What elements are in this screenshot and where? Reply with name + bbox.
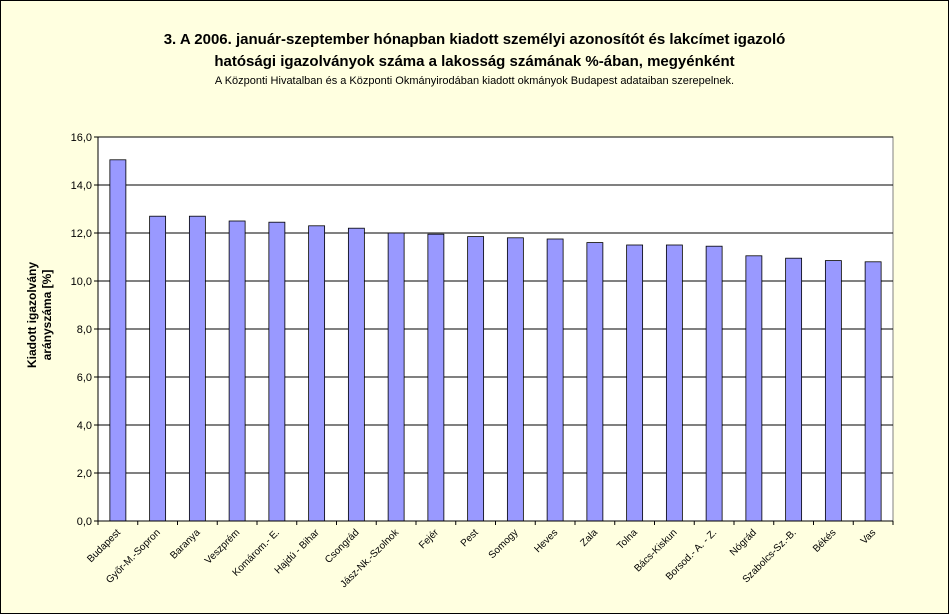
x-tick-label: Budapest xyxy=(85,527,123,565)
x-tick-label: Pest xyxy=(459,527,481,549)
x-tick-label: Somogy xyxy=(487,527,521,561)
bar xyxy=(745,255,763,522)
x-tick-label: Baranya xyxy=(168,527,202,561)
axes xyxy=(94,136,894,525)
bar xyxy=(308,225,326,522)
x-tick-label: Heves xyxy=(532,527,560,555)
bar xyxy=(268,221,286,522)
bar xyxy=(864,261,882,522)
bar xyxy=(467,236,485,522)
x-tick-label: Csongrád xyxy=(323,527,361,565)
chart-subtitle: A Központi Hivatalban és a Központi Okmá… xyxy=(214,75,735,87)
x-tick-label: Tolna xyxy=(615,527,640,552)
x-tick-label: Nógrád xyxy=(728,527,759,558)
bar xyxy=(427,233,445,522)
y-tick-label: 4,0 xyxy=(77,420,92,432)
y-tick-labels: 0,0 2,0 4,0 6,0 8,0 10,0 12,0 14,0 16,0 xyxy=(71,132,92,528)
bar xyxy=(347,227,365,522)
bar xyxy=(626,244,644,522)
bar xyxy=(149,215,167,522)
bar xyxy=(824,260,842,522)
bar xyxy=(188,215,206,522)
bar xyxy=(506,237,524,522)
y-tick-label: 14,0 xyxy=(71,180,92,192)
bar xyxy=(387,232,405,522)
chart-title: 3. A 2006. január-szeptember hónapban ki… xyxy=(163,31,786,48)
x-tick-label: Békés xyxy=(811,527,838,554)
chart-title-line-2: hatósági igazolványok száma a lakosság s… xyxy=(214,53,735,70)
bar xyxy=(586,242,604,522)
bars xyxy=(109,159,882,522)
bar xyxy=(546,238,564,522)
x-tick-label: Veszprém xyxy=(203,527,242,566)
bar xyxy=(705,245,723,522)
bar xyxy=(109,159,127,522)
bar xyxy=(228,220,246,522)
y-tick-label: 8,0 xyxy=(77,324,92,336)
bar xyxy=(665,244,683,522)
y-tick-label: 6,0 xyxy=(77,372,92,384)
x-tick-label: Fejér xyxy=(417,527,441,551)
y-tick-label: 0,0 xyxy=(77,516,92,528)
x-tick-label: Vas xyxy=(859,527,878,546)
y-tick-label: 12,0 xyxy=(71,228,92,240)
bar xyxy=(785,257,803,522)
y-tick-label: 2,0 xyxy=(77,468,92,480)
y-tick-label: 16,0 xyxy=(71,132,92,144)
y-tick-label: 10,0 xyxy=(71,276,92,288)
x-tick-label: Zala xyxy=(578,527,600,549)
